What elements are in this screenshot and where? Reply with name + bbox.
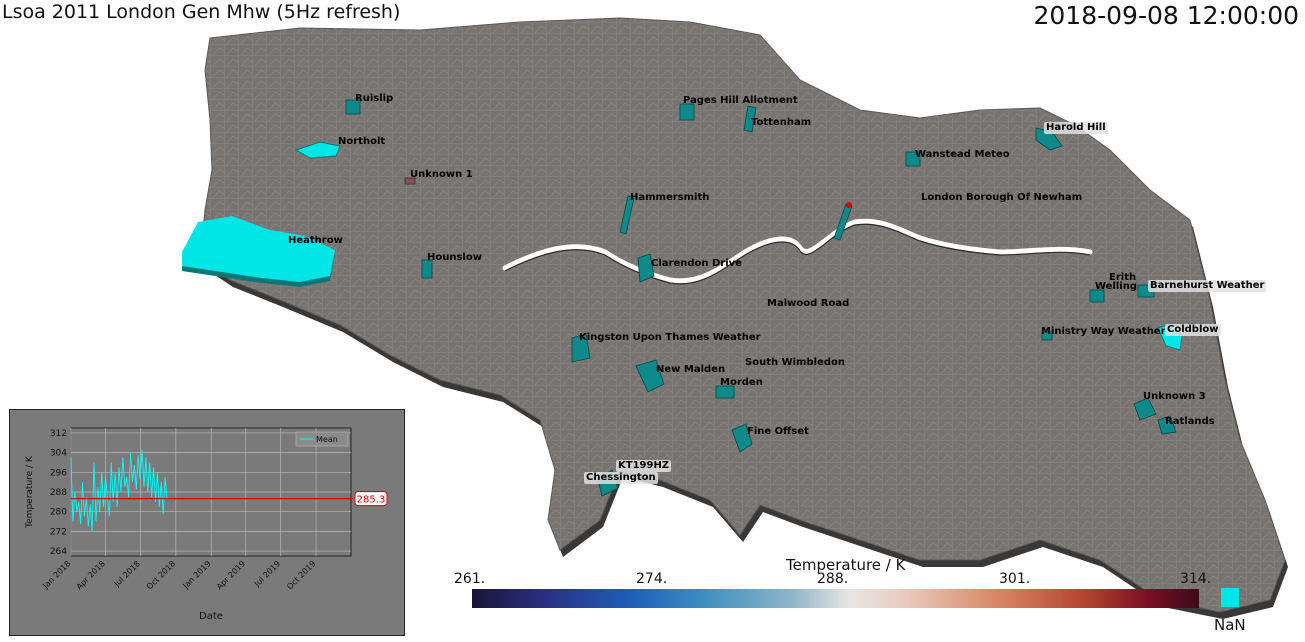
current-value-label: 285.3	[357, 495, 386, 506]
station-label-unknown-3[interactable]: Unknown 3	[1143, 391, 1206, 402]
y-axis-label: Temperature / K	[25, 455, 35, 529]
station-label-barnehurst-weather[interactable]: Barnehurst Weather	[1148, 280, 1267, 292]
station-label-ratlands[interactable]: Ratlands	[1165, 416, 1215, 427]
nan-label: NaN	[1214, 616, 1246, 634]
y-tick-label: 288	[50, 488, 67, 498]
y-tick-label: 304	[50, 449, 67, 459]
colorbar-tick: 301.	[999, 571, 1031, 587]
colorbar-tick: 288.	[817, 571, 849, 587]
selected-station-marker[interactable]	[846, 202, 852, 208]
station-label-northolt[interactable]: Northolt	[338, 136, 386, 147]
river-thames-edge	[504, 223, 1091, 285]
station-label-erith[interactable]: Erith	[1109, 272, 1137, 283]
station-label-kingston-upon-thames[interactable]: Kingston Upon Thames Weather	[579, 332, 761, 343]
river-thames	[502, 218, 1093, 284]
station-columns	[345, 99, 1177, 497]
x-tick-label: Oct 2018	[145, 559, 177, 591]
station-label-kt199hz[interactable]: KT199HZ	[616, 460, 672, 472]
station-label-ruislip[interactable]: Ruislip	[355, 93, 394, 104]
colorbar-tick: 274.	[636, 571, 668, 587]
legend-entry: Mean	[316, 435, 338, 444]
station-label-south-wimbledon[interactable]: South Wimbledon	[745, 357, 845, 368]
station-label-pages-hill-allotment[interactable]: Pages Hill Allotment	[683, 95, 798, 106]
legend-box	[295, 431, 349, 447]
mean-series-line	[70, 450, 168, 532]
y-tick-label: 280	[50, 508, 67, 518]
station-label-fine-offset[interactable]: Fine Offset	[747, 426, 809, 437]
y-tick-label: 272	[50, 527, 67, 537]
x-tick-label: Apr 2018	[75, 559, 107, 591]
station-label-clarendon-drive[interactable]: Clarendon Drive	[651, 258, 742, 269]
x-tick-label: Jul 2019	[252, 559, 282, 589]
station-label-new-malden[interactable]: New Malden	[656, 364, 726, 375]
x-tick-label: Apr 2019	[215, 559, 247, 591]
timestamp: 2018-09-08 12:00:00	[1033, 1, 1299, 30]
y-tick-label: 264	[50, 547, 67, 557]
station-label-tottenham[interactable]: Tottenham	[751, 117, 812, 128]
station-label-harold-hill[interactable]: Harold Hill	[1044, 122, 1108, 134]
station-label-wanstead-meteo[interactable]: Wanstead Meteo	[915, 149, 1010, 160]
colorbar-title: Temperature / K	[786, 556, 906, 574]
x-tick-label: Jan 2019	[181, 559, 213, 591]
station-label-coldblow[interactable]: Coldblow	[1165, 324, 1221, 336]
y-tick-label: 312	[50, 429, 67, 439]
x-tick-label: Oct 2019	[285, 559, 317, 591]
station-label-heathrow[interactable]: Heathrow	[288, 235, 343, 246]
station-label-welling[interactable]: Welling	[1095, 281, 1138, 292]
x-tick-label: Jul 2018	[112, 559, 142, 589]
current-value-box	[354, 491, 388, 507]
station-label-chessington[interactable]: Chessington	[584, 472, 658, 484]
temperature-timeseries-panel[interactable]: Jan 2018 Apr 2018 Jul 2018 Oct 2018 Jan 2019…	[9, 409, 405, 636]
lsoa-boundaries	[200, 18, 1285, 612]
heathrow-nan-area-top[interactable]	[182, 216, 335, 282]
nan-color-swatch	[1221, 588, 1239, 607]
x-tick-label: Jan 2018	[40, 559, 72, 591]
station-label-hammersmith[interactable]: Hammersmith	[630, 192, 710, 203]
station-label-ministry-way-weather[interactable]: Ministry Way Weather	[1041, 326, 1166, 337]
station-label-newham[interactable]: London Borough Of Newham	[921, 192, 1083, 203]
y-tick-label: 296	[50, 468, 67, 478]
station-label-morden[interactable]: Morden	[720, 377, 763, 388]
temperature-timeseries-chart: Jan 2018 Apr 2018 Jul 2018 Oct 2018 Jan 2019…	[25, 427, 388, 622]
page-title: Lsoa 2011 London Gen Mhw (5Hz refresh)	[2, 1, 401, 23]
x-axis-label: Date	[199, 611, 223, 622]
colorbar-tick: 314.	[1180, 571, 1212, 587]
northolt-nan-area[interactable]	[294, 141, 341, 159]
colorbar-tick: 261.	[454, 571, 486, 587]
station-label-unknown-1[interactable]: Unknown 1	[410, 169, 473, 180]
station-label-hounslow[interactable]: Hounslow	[427, 252, 482, 263]
station-label-malwood-road[interactable]: Malwood Road	[767, 298, 850, 309]
temperature-colorbar	[472, 589, 1199, 608]
